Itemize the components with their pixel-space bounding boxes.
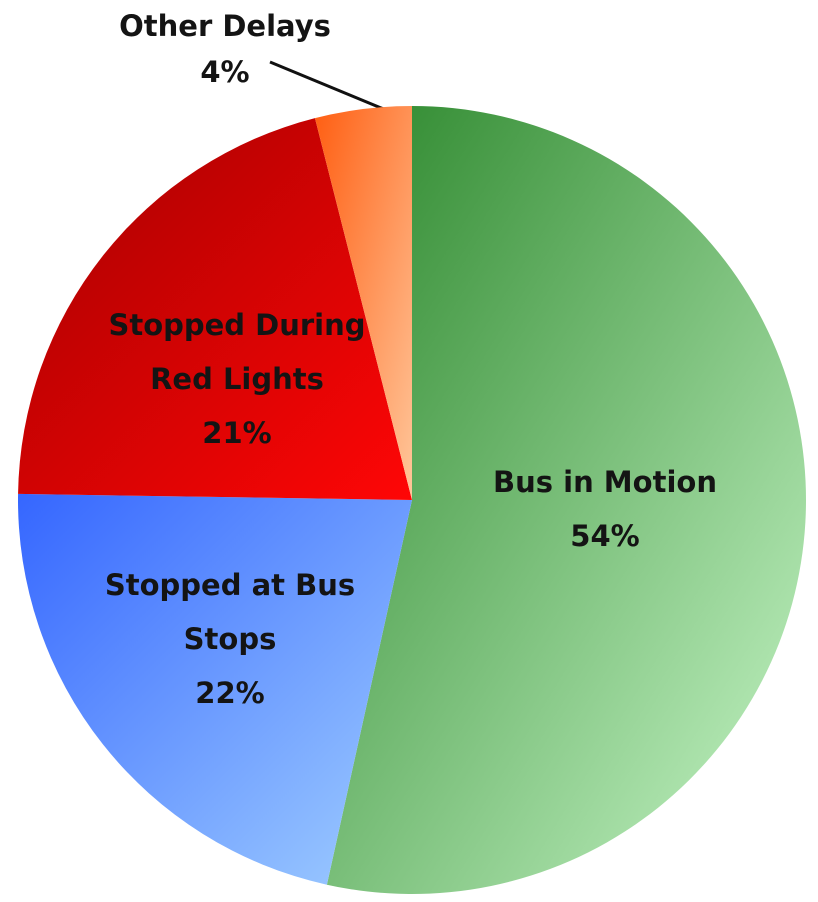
pie-slice (326, 106, 807, 894)
category-name: Other Delays (119, 9, 331, 43)
value-label: 4% (200, 55, 250, 89)
value-label: 54% (570, 519, 640, 553)
slice-label: Stopped at Bus Stops 22% (85, 558, 375, 720)
category-name: Stopped During Red Lights (108, 308, 366, 396)
pie-slice (18, 493, 413, 885)
leader-line (269, 60, 387, 112)
slice-label: Other Delays 4% (75, 3, 375, 95)
category-name: Bus in Motion (493, 465, 717, 499)
value-label: 22% (195, 676, 265, 710)
value-label: 21% (202, 416, 272, 450)
slice-label: Stopped During Red Lights 21% (92, 298, 382, 460)
pie-slice (314, 106, 412, 500)
pie-slice (18, 118, 413, 501)
slice-label: Bus in Motion 54% (455, 455, 755, 563)
category-name: Stopped at Bus Stops (104, 568, 356, 656)
